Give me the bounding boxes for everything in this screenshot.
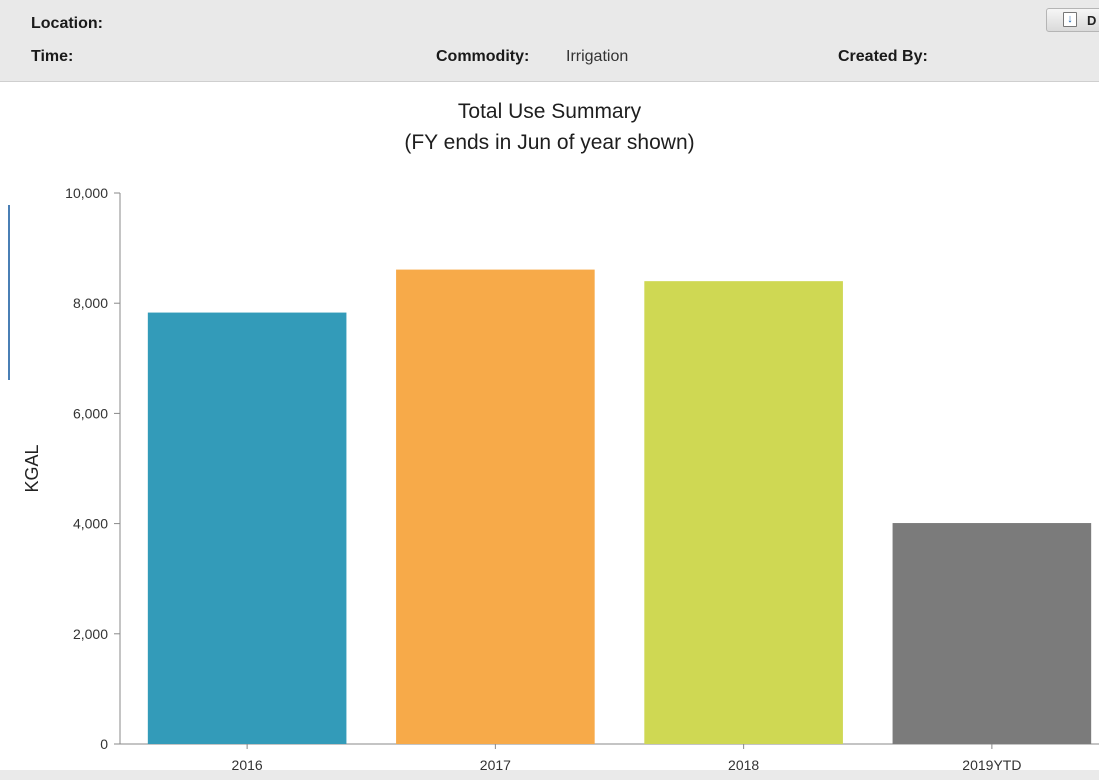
export-button-label: D [1087, 13, 1097, 28]
bar-2016 [147, 312, 347, 744]
y-tick-label: 4,000 [73, 516, 108, 532]
commodity-label: Commodity: [436, 48, 530, 65]
y-axis-label: KGAL [22, 444, 42, 492]
y-tick-label: 6,000 [73, 405, 108, 421]
created-by-label: Created By: [838, 48, 928, 65]
bar-2017 [396, 269, 595, 744]
chart-title: Total Use Summary [457, 100, 642, 123]
footer-strip [0, 770, 1099, 780]
x-tick-label: 2019YTD [962, 757, 1021, 773]
time-label: Time: [31, 48, 74, 65]
bar-2019YTD [892, 523, 1092, 744]
bar-2018 [644, 281, 843, 744]
panel-edge-indicator [8, 205, 10, 380]
commodity-value: Irrigation [566, 48, 629, 65]
x-tick-label: 2016 [232, 757, 263, 773]
x-tick-label: 2018 [728, 757, 759, 773]
y-tick-label: 0 [100, 736, 108, 752]
y-tick-label: 10,000 [65, 185, 108, 201]
download-icon: ↓ [1063, 12, 1077, 27]
x-tick-label: 2017 [480, 757, 511, 773]
chart-subtitle: (FY ends in Jun of year shown) [404, 131, 695, 154]
y-tick-label: 8,000 [73, 295, 108, 311]
report-header: Location: Time: Commodity: Irrigation Cr… [0, 0, 1099, 82]
y-tick-label: 2,000 [73, 626, 108, 642]
export-button[interactable]: ↓ D [1046, 8, 1099, 32]
location-label: Location: [31, 15, 103, 32]
